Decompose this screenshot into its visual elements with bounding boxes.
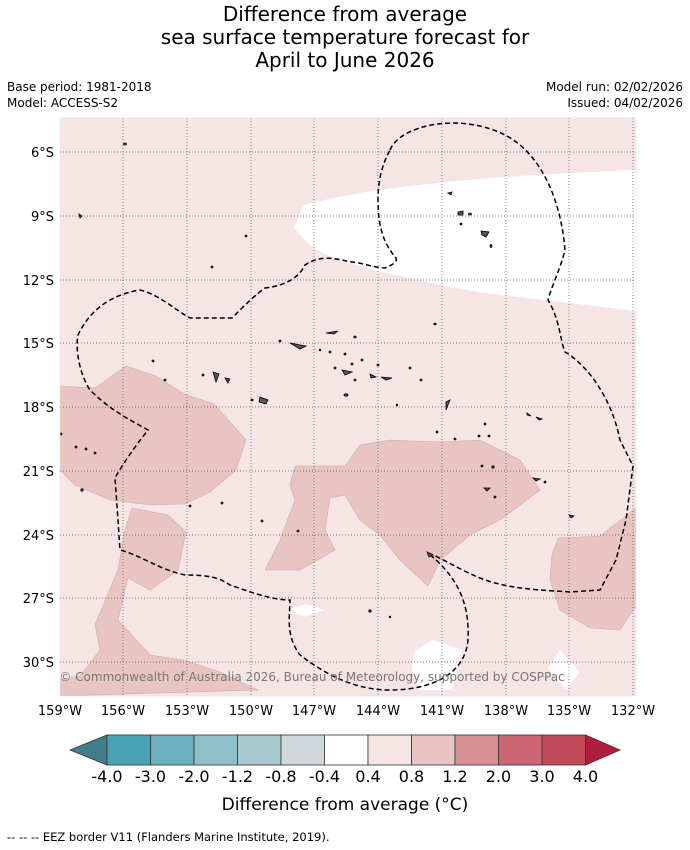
- colorbar: [68, 734, 622, 766]
- anomaly-fill-central: [264, 439, 541, 587]
- colorbar-segment: [106, 734, 151, 766]
- lat-label: 30°S: [23, 656, 54, 671]
- neutral-zone-small-2: [412, 640, 462, 690]
- eez-border: [76, 122, 634, 691]
- lat-label: 18°S: [23, 401, 54, 416]
- colorbar-tick-labels: -4.0 -3.0 -2.0 -1.2 -0.8 -0.4 0.4 0.8 1.…: [91, 767, 598, 786]
- colorbar-label: Difference from average (°C): [222, 795, 469, 815]
- lon-label: 156°W: [101, 704, 145, 719]
- lat-label: 9°S: [31, 210, 54, 225]
- colorbar-segment: [193, 734, 238, 766]
- lon-label: 147°W: [292, 704, 336, 719]
- colorbar-tick: -3.0: [135, 767, 166, 786]
- lon-label: 144°W: [356, 704, 400, 719]
- colorbar-tick: -1.2: [222, 767, 253, 786]
- eez-footnote: -- -- -- EEZ border V11 (Flanders Marine…: [7, 830, 330, 844]
- lat-label: 15°S: [23, 337, 54, 352]
- colorbar-tick: 0.8: [399, 767, 424, 786]
- colorbar-tick: 2.0: [486, 767, 511, 786]
- lon-label: 159°W: [38, 704, 82, 719]
- anomaly-fill-east: [549, 507, 636, 631]
- lat-label: 12°S: [23, 274, 54, 289]
- colorbar-extend-high: [585, 734, 622, 766]
- colorbar-segment: [280, 734, 325, 766]
- neutral-zone-small-1: [290, 604, 325, 617]
- neutral-zone-small-3: [548, 650, 580, 690]
- lon-label: 141°W: [420, 704, 464, 719]
- title-line-1: Difference from average: [222, 2, 468, 26]
- map-area: © Commonwealth of Australia 2026, Bureau…: [59, 118, 636, 696]
- colorbar-segment: [411, 734, 456, 766]
- meta-left: Base period: 1981-2018 Model: ACCESS-S2: [7, 79, 152, 111]
- issued-date: Issued: 04/02/2026: [567, 96, 683, 110]
- map-title: Difference from average sea surface temp…: [0, 3, 690, 72]
- lat-label: 24°S: [23, 529, 54, 544]
- title-line-2: sea surface temperature forecast for: [160, 25, 530, 49]
- colorbar-tick: 0.4: [355, 767, 380, 786]
- colorbar-segment: [150, 734, 195, 766]
- meta-right: Model run: 02/02/2026 Issued: 04/02/2026: [546, 79, 683, 111]
- colorbar-tick: -4.0: [91, 767, 122, 786]
- colorbar-tick: -0.4: [309, 767, 340, 786]
- lat-label: 6°S: [31, 146, 54, 161]
- lon-label: 135°W: [547, 704, 591, 719]
- colorbar-segment: [367, 734, 412, 766]
- colorbar-tick: -2.0: [178, 767, 209, 786]
- neutral-zone-north: [294, 170, 636, 312]
- copyright-notice: © Commonwealth of Australia 2026, Bureau…: [59, 670, 564, 684]
- lon-label: 132°W: [611, 704, 655, 719]
- model-run: Model run: 02/02/2026: [545, 80, 683, 94]
- base-period: Base period: 1981-2018: [7, 80, 152, 94]
- colorbar-segment: [498, 734, 543, 766]
- colorbar-segment: [454, 734, 499, 766]
- colorbar-tick: -0.8: [265, 767, 296, 786]
- lat-label: 21°S: [23, 465, 54, 480]
- model-name: Model: ACCESS-S2: [7, 96, 119, 110]
- longitude-labels: 159°W 156°W 153°W 150°W 147°W 144°W 141°…: [38, 704, 655, 719]
- lon-label: 138°W: [484, 704, 528, 719]
- anomaly-fill-southwest: [60, 507, 259, 696]
- latitude-labels: 6°S 9°S 12°S 15°S 18°S 21°S 24°S 27°S 30…: [23, 146, 54, 671]
- colorbar-extend-low: [68, 734, 108, 766]
- colorbar-tick: 1.2: [442, 767, 467, 786]
- lat-label: 27°S: [23, 592, 54, 607]
- colorbar-segment: [541, 734, 586, 766]
- title-line-3: April to June 2026: [255, 48, 435, 72]
- colorbar-segment: [237, 734, 282, 766]
- lon-label: 150°W: [229, 704, 273, 719]
- islands: [60, 142, 576, 619]
- colorbar-segment: [324, 734, 369, 766]
- lon-label: 153°W: [165, 704, 209, 719]
- map-frame: [59, 117, 637, 697]
- colorbar-tick: 4.0: [573, 767, 598, 786]
- anomaly-fill-west: [60, 365, 247, 506]
- colorbar-tick: 3.0: [529, 767, 554, 786]
